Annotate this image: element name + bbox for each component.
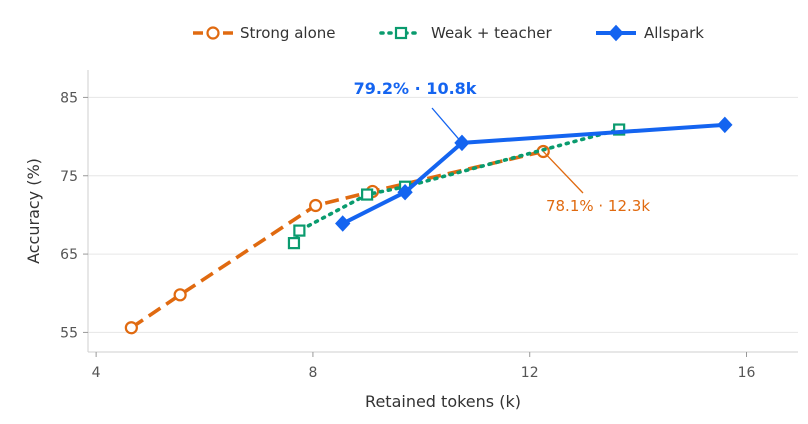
annotations: 79.2% · 10.8k 78.1% · 12.3k	[354, 79, 651, 215]
strong-alone-point-2	[309, 198, 323, 213]
y-tick-label-65: 65	[60, 247, 78, 263]
legend: Strong alone Weak + teacher Allspark	[193, 24, 704, 42]
annotation-leader-1	[431, 107, 463, 144]
legend-item-weak-teacher: Weak + teacher	[379, 24, 552, 42]
y-axis-title: Accuracy (%)	[24, 158, 43, 264]
legend-label-strong-alone: Strong alone	[240, 24, 336, 42]
strong-alone-point-0	[124, 321, 138, 335]
legend-label-allspark: Allspark	[644, 24, 704, 42]
weak-teacher-point-0	[287, 237, 301, 250]
y-tick-label-85: 85	[60, 90, 78, 106]
weak-teacher-point-4	[613, 123, 626, 136]
weak-teacher-point-1	[293, 224, 306, 237]
allspark-point-1	[397, 183, 413, 201]
y-axis-ticks: 55 65 75 85	[60, 90, 88, 341]
allspark-line	[341, 122, 725, 226]
x-axis-ticks: 4 8 12 16	[92, 352, 756, 381]
allspark-point-3	[717, 116, 733, 134]
strong-alone-line	[130, 149, 544, 330]
y-tick-label-55: 55	[60, 325, 78, 341]
gridlines	[88, 96, 798, 333]
allspark-point-0	[335, 215, 351, 232]
legend-swatch-marker-strong-alone	[206, 26, 220, 40]
y-tick-label-75: 75	[60, 169, 78, 185]
strong-alone-point-1	[173, 288, 187, 302]
annotation-label-2: 78.1% · 12.3k	[546, 197, 650, 215]
legend-swatch-marker-weak-teacher	[394, 26, 408, 40]
series-strong-alone	[124, 144, 550, 335]
annotation-label-1: 79.2% · 10.8k	[354, 79, 477, 98]
x-tick-label-8: 8	[308, 365, 317, 381]
series-allspark	[335, 116, 733, 232]
x-tick-label-12: 12	[521, 365, 539, 381]
weak-teacher-point-2	[361, 188, 374, 201]
x-axis-title: Retained tokens (k)	[365, 392, 521, 411]
legend-label-weak-teacher: Weak + teacher	[431, 24, 552, 42]
legend-item-allspark: Allspark	[596, 24, 704, 42]
legend-swatch-marker-allspark	[608, 24, 624, 42]
x-tick-label-16: 16	[738, 365, 756, 381]
annotation-leader-2	[542, 151, 584, 194]
x-tick-label-4: 4	[92, 365, 101, 381]
legend-item-strong-alone: Strong alone	[193, 24, 336, 42]
plot-series	[124, 116, 733, 335]
